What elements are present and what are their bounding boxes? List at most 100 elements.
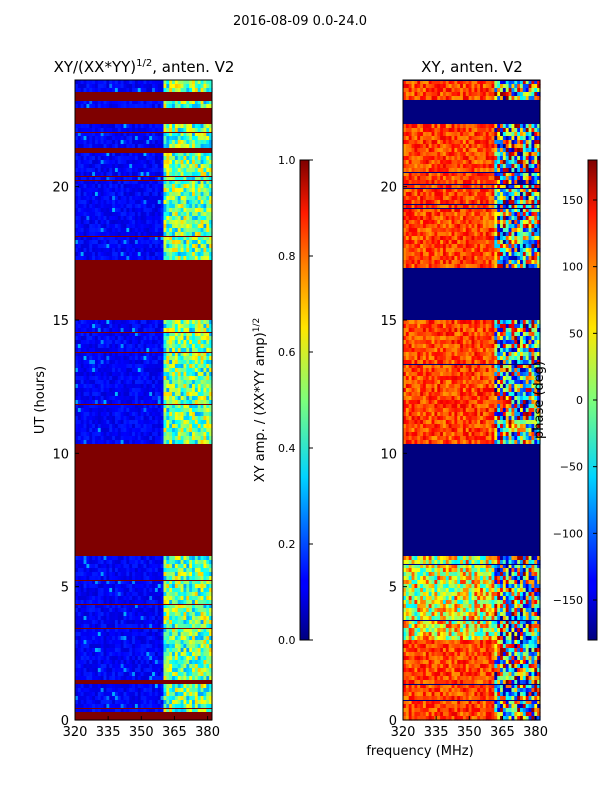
heatmap-cell xyxy=(97,88,102,93)
heatmap-cell xyxy=(117,588,122,593)
heatmap-cell xyxy=(132,348,136,353)
heatmap-cell xyxy=(103,340,107,345)
heatmap-cell xyxy=(146,324,150,329)
heatmap-cell xyxy=(97,668,102,673)
heatmap-cell xyxy=(189,244,193,249)
heatmap-cell xyxy=(160,596,165,601)
heatmap-cell xyxy=(100,320,105,325)
heatmap-cell xyxy=(172,652,176,657)
heatmap-cell xyxy=(75,424,79,429)
heatmap-cell xyxy=(126,672,130,677)
heatmap-cell xyxy=(180,156,185,161)
heatmap-cell xyxy=(163,408,167,413)
heatmap-cell xyxy=(134,596,139,601)
heatmap-cell xyxy=(209,416,213,421)
heatmap-cell xyxy=(146,224,150,229)
heatmap-cell xyxy=(174,584,179,589)
heatmap-cell xyxy=(92,608,96,613)
heatmap-cell xyxy=(132,136,136,141)
heatmap-cell xyxy=(186,360,190,365)
heatmap-cell xyxy=(129,384,133,389)
heatmap-cell xyxy=(106,216,110,221)
heatmap-cell xyxy=(94,604,99,609)
heatmap-cell xyxy=(189,372,193,377)
heatmap-cell xyxy=(86,100,90,105)
heatmap-cell xyxy=(137,576,142,581)
heatmap-cell xyxy=(114,212,119,217)
heatmap-cell xyxy=(75,144,79,149)
heatmap-cell xyxy=(172,628,176,633)
heatmap-cell xyxy=(186,156,190,161)
heatmap-cell xyxy=(137,684,142,689)
heatmap-cell xyxy=(83,140,88,145)
heatmap-cell xyxy=(75,216,79,221)
heatmap-cell xyxy=(134,368,139,373)
heatmap-cell xyxy=(75,600,79,605)
heatmap-cell xyxy=(109,176,113,181)
heatmap-cell xyxy=(160,124,165,129)
heatmap-cell xyxy=(120,392,125,397)
heatmap-cell xyxy=(206,604,210,609)
heatmap-cell xyxy=(140,560,145,565)
heatmap-cell xyxy=(143,244,147,249)
heatmap-cell xyxy=(94,612,99,617)
heatmap-cell xyxy=(206,132,210,137)
heatmap-cell xyxy=(134,192,139,197)
heatmap-cell xyxy=(149,400,153,405)
heatmap-cell xyxy=(114,400,119,405)
masked-row xyxy=(75,312,212,317)
heatmap-cell xyxy=(114,612,119,617)
heatmap-cell xyxy=(177,224,182,229)
heatmap-cell xyxy=(194,584,199,589)
heatmap-cell xyxy=(189,180,193,185)
heatmap-cell xyxy=(137,348,142,353)
heatmap-cell xyxy=(100,204,105,209)
heatmap-cell xyxy=(149,172,153,177)
heatmap-cell xyxy=(112,436,116,441)
heatmap-row xyxy=(75,652,213,657)
heatmap-cell xyxy=(86,412,90,417)
heatmap-cell xyxy=(146,168,150,173)
heatmap-cell xyxy=(186,180,190,185)
heatmap-cell xyxy=(97,428,102,433)
heatmap-cell xyxy=(163,220,167,225)
heatmap-cell xyxy=(177,328,182,333)
heatmap-cell xyxy=(109,380,113,385)
heatmap-cell xyxy=(89,400,93,405)
heatmap-cell xyxy=(157,220,162,225)
heatmap-cell xyxy=(106,432,110,437)
heatmap-cell xyxy=(120,644,125,649)
heatmap-cell xyxy=(137,144,142,149)
heatmap-cell xyxy=(89,424,93,429)
heatmap-cell xyxy=(92,676,96,681)
heatmap-cell xyxy=(194,664,199,669)
heatmap-cell xyxy=(209,188,213,193)
heatmap-cell xyxy=(140,332,145,337)
heatmap-cell xyxy=(192,628,196,633)
heatmap-cell xyxy=(143,212,147,217)
heatmap-cell xyxy=(163,348,167,353)
heatmap-cell xyxy=(86,180,90,185)
heatmap-cell xyxy=(143,364,147,369)
heatmap-cell xyxy=(166,128,170,133)
heatmap-cell xyxy=(129,660,133,665)
heatmap-cell xyxy=(200,376,205,381)
heatmap-cell xyxy=(206,360,210,365)
heatmap-cell xyxy=(174,172,179,177)
heatmap-cell xyxy=(160,564,165,569)
heatmap-cell xyxy=(200,344,205,349)
heatmap-cell xyxy=(77,372,82,377)
heatmap-cell xyxy=(149,596,153,601)
heatmap-cell xyxy=(77,176,82,181)
heatmap-cell xyxy=(169,136,173,141)
heatmap-cell xyxy=(86,368,90,373)
heatmap-cell xyxy=(134,336,139,341)
heatmap-cell xyxy=(146,656,150,661)
heatmap-cell xyxy=(152,124,156,129)
heatmap-cell xyxy=(112,672,116,677)
heatmap-cell xyxy=(206,632,210,637)
heatmap-cell xyxy=(92,340,96,345)
heatmap-cell xyxy=(157,372,162,377)
heatmap-cell xyxy=(75,220,79,225)
heatmap-cell xyxy=(152,320,156,325)
